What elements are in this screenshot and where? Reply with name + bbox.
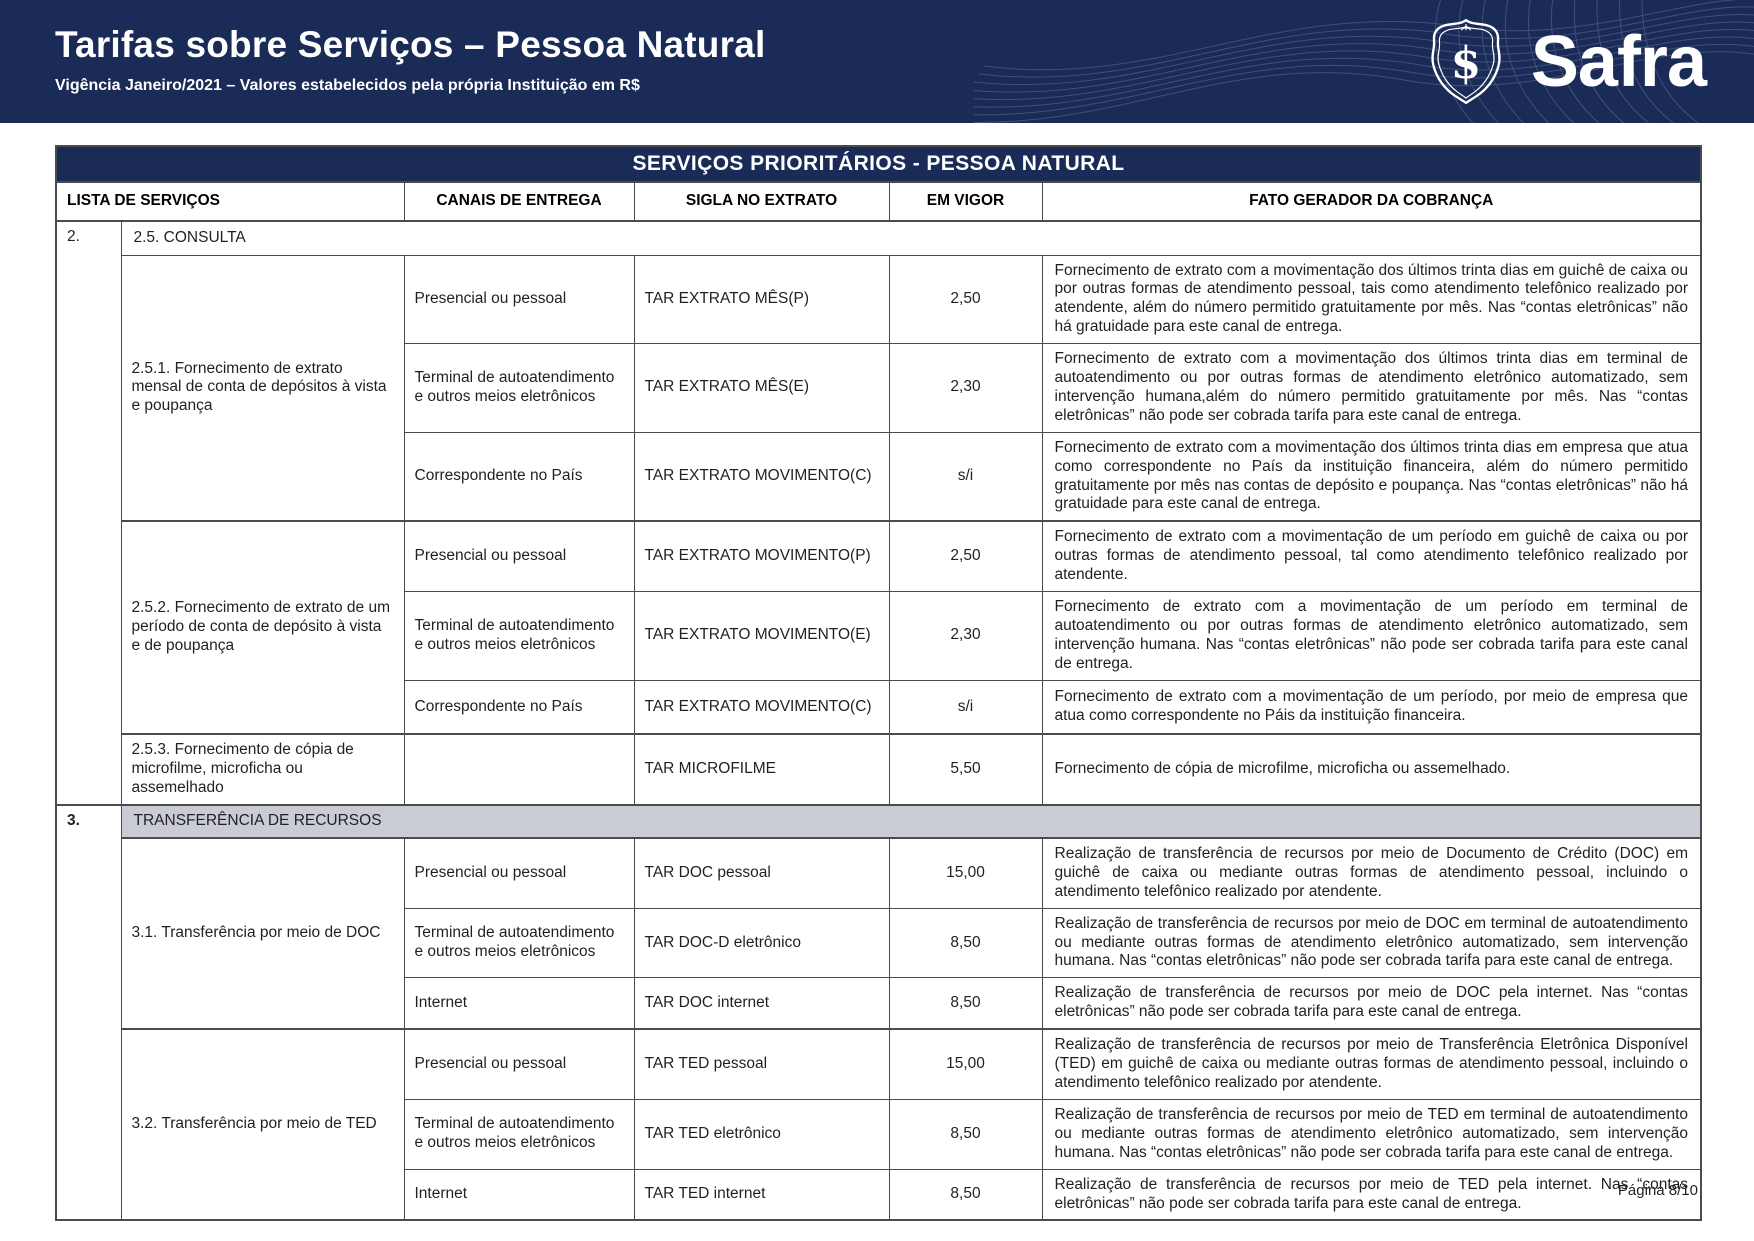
- table-row: Correspondente no País TAR EXTRATO MOVIM…: [56, 431, 1702, 522]
- section-heading-row: 3. TRANSFERÊNCIA DE RECURSOS: [55, 803, 1702, 1222]
- cell-channel: Presencial ou pessoal: [403, 520, 635, 593]
- cell-value: 8,50: [888, 907, 1043, 979]
- cell-sigla: TAR EXTRATO MOVIMENTO(C): [633, 679, 890, 735]
- tariff-table-section: SERVIÇOS PRIORITÁRIOS - PESSOA NATURAL L…: [55, 145, 1702, 1222]
- cell-fato-gerador: Fornecimento de extrato com a movimentaç…: [1041, 254, 1702, 345]
- cell-fato-gerador: Realização de transferência de recursos …: [1041, 837, 1702, 909]
- cell-value: 15,00: [888, 837, 1043, 909]
- cell-value: 2,50: [888, 520, 1043, 593]
- table-row: 3.2. Transferência por meio de TED Prese…: [56, 1028, 1702, 1221]
- cell-sigla: TAR TED eletrônico: [633, 1098, 890, 1170]
- cell-fato-gerador: Realização de transferência de recursos …: [1041, 1028, 1702, 1100]
- cell-sigla: TAR EXTRATO MÊS(P): [633, 254, 890, 345]
- cell-channel: Terminal de autoatendimento e outros mei…: [403, 591, 635, 681]
- page-title: Tarifas sobre Serviços – Pessoa Natural: [55, 24, 766, 65]
- table-title-row: SERVIÇOS PRIORITÁRIOS - PESSOA NATURAL: [55, 145, 1702, 183]
- cell-fato-gerador: Realização de transferência de recursos …: [1041, 1168, 1702, 1221]
- table-column-header-row: LISTA DE SERVIÇOS CANAIS DE ENTREGA SIGL…: [55, 181, 1702, 222]
- cell-sigla: TAR EXTRATO MOVIMENTO(C): [633, 431, 890, 522]
- cell-service: 2.5.1. Fornecimento de extrato mensal de…: [120, 254, 405, 522]
- cell-fato-gerador: Fornecimento de extrato com a movimentaç…: [1041, 520, 1702, 593]
- section-number: 2.: [55, 220, 122, 806]
- cell-channel: Terminal de autoatendimento e outros mei…: [403, 907, 635, 979]
- cell-fato-gerador: Realização de transferência de recursos …: [1041, 977, 1702, 1030]
- cell-value: 15,00: [888, 1028, 1043, 1100]
- cell-channel: Internet: [403, 977, 635, 1030]
- cell-sigla: TAR TED pessoal: [633, 1028, 890, 1100]
- cell-value: 8,50: [888, 1098, 1043, 1170]
- cell-service: 2.5.3. Fornecimento de cópia de microfil…: [120, 733, 405, 806]
- cell-sigla: TAR DOC pessoal: [633, 837, 890, 909]
- page-header: Tarifas sobre Serviços – Pessoa Natural …: [0, 0, 1754, 123]
- cell-sigla: TAR DOC-D eletrônico: [633, 907, 890, 979]
- safra-logo: $ Safra: [1427, 14, 1707, 109]
- section-number: 3.: [55, 803, 122, 1222]
- cell-channel: Correspondente no País: [403, 431, 635, 522]
- col-header-lista-de-servicos: LISTA DE SERVIÇOS: [55, 181, 405, 222]
- cell-sigla: TAR EXTRATO MOVIMENTO(P): [633, 520, 890, 593]
- cell-value: 2,30: [888, 343, 1043, 433]
- cell-channel: Terminal de autoatendimento e outros mei…: [403, 1098, 635, 1170]
- cell-value: 8,50: [888, 1168, 1043, 1221]
- page-number: Página 8/10: [1617, 1182, 1698, 1199]
- cell-sigla: TAR DOC internet: [633, 977, 890, 1030]
- svg-text:$: $: [1451, 38, 1481, 89]
- safra-crest-icon: $: [1431, 18, 1501, 105]
- cell-service: 3.2. Transferência por meio de TED: [120, 1028, 405, 1221]
- cell-value: 8,50: [888, 977, 1043, 1030]
- cell-fato-gerador: Fornecimento de extrato com a movimentaç…: [1041, 431, 1702, 522]
- cell-value: 2,50: [888, 254, 1043, 345]
- col-header-sigla-no-extrato: SIGLA NO EXTRATO: [633, 181, 890, 222]
- safra-wordmark: Safra: [1530, 21, 1707, 102]
- cell-service: 3.1. Transferência por meio de DOC: [120, 837, 405, 1030]
- cell-channel: Terminal de autoatendimento e outros mei…: [403, 343, 635, 433]
- cell-value: 5,50: [888, 733, 1043, 806]
- cell-fato-gerador: Fornecimento de cópia de microfilme, mic…: [1041, 733, 1702, 806]
- table-row: 2.5.1. Fornecimento de extrato mensal de…: [56, 254, 1702, 522]
- cell-channel: Internet: [403, 1168, 635, 1221]
- cell-channel: Presencial ou pessoal: [403, 254, 635, 345]
- cell-sigla: TAR EXTRATO MOVIMENTO(E): [633, 591, 890, 681]
- cell-value: 2,30: [888, 591, 1043, 681]
- cell-value: s/i: [888, 431, 1043, 522]
- table-row: 2.5.3. Fornecimento de cópia de microfil…: [56, 733, 1702, 806]
- table-row: Terminal de autoatendimento e outros mei…: [56, 1098, 1702, 1170]
- col-header-em-vigor: EM VIGOR: [888, 181, 1043, 222]
- table-row: Internet TAR TED internet 8,50 Realizaçã…: [56, 1168, 1702, 1221]
- cell-sigla: TAR EXTRATO MÊS(E): [633, 343, 890, 433]
- table-title: SERVIÇOS PRIORITÁRIOS - PESSOA NATURAL: [55, 145, 1702, 183]
- cell-fato-gerador: Fornecimento de extrato com a movimentaç…: [1041, 343, 1702, 433]
- page-subtitle: Vigência Janeiro/2021 – Valores estabele…: [55, 77, 640, 94]
- table-row: Terminal de autoatendimento e outros mei…: [56, 591, 1702, 681]
- cell-channel: Correspondente no País: [403, 679, 635, 735]
- cell-channel: Presencial ou pessoal: [403, 1028, 635, 1100]
- table-row: 2.5.2. Fornecimento de extrato de um per…: [56, 520, 1702, 735]
- section-heading: TRANSFERÊNCIA DE RECURSOS: [120, 803, 1702, 839]
- table-row: 3.1. Transferência por meio de DOC Prese…: [56, 837, 1702, 1030]
- cell-sigla: TAR MICROFILME: [633, 733, 890, 806]
- cell-service: 2.5.2. Fornecimento de extrato de um per…: [120, 520, 405, 735]
- cell-fato-gerador: Fornecimento de extrato com a movimentaç…: [1041, 591, 1702, 681]
- cell-channel: [403, 733, 635, 806]
- col-header-fato-gerador: FATO GERADOR DA COBRANÇA: [1041, 181, 1702, 222]
- col-header-canais-de-entrega: CANAIS DE ENTREGA: [403, 181, 635, 222]
- cell-fato-gerador: Realização de transferência de recursos …: [1041, 1098, 1702, 1170]
- cell-value: s/i: [888, 679, 1043, 735]
- table-row: Correspondente no País TAR EXTRATO MOVIM…: [56, 679, 1702, 735]
- tariff-table: SERVIÇOS PRIORITÁRIOS - PESSOA NATURAL L…: [55, 145, 1702, 1222]
- cell-channel: Presencial ou pessoal: [403, 837, 635, 909]
- cell-fato-gerador: Realização de transferência de recursos …: [1041, 907, 1702, 979]
- section-heading-row: 2. 2.5. CONSULTA: [55, 220, 1702, 806]
- table-row: Internet TAR DOC internet 8,50 Realizaçã…: [56, 977, 1702, 1030]
- cell-fato-gerador: Fornecimento de extrato com a movimentaç…: [1041, 679, 1702, 735]
- section-heading: 2.5. CONSULTA: [120, 220, 1702, 256]
- cell-sigla: TAR TED internet: [633, 1168, 890, 1221]
- wave-pattern-decoration: [974, 0, 1754, 123]
- table-row: Terminal de autoatendimento e outros mei…: [56, 907, 1702, 979]
